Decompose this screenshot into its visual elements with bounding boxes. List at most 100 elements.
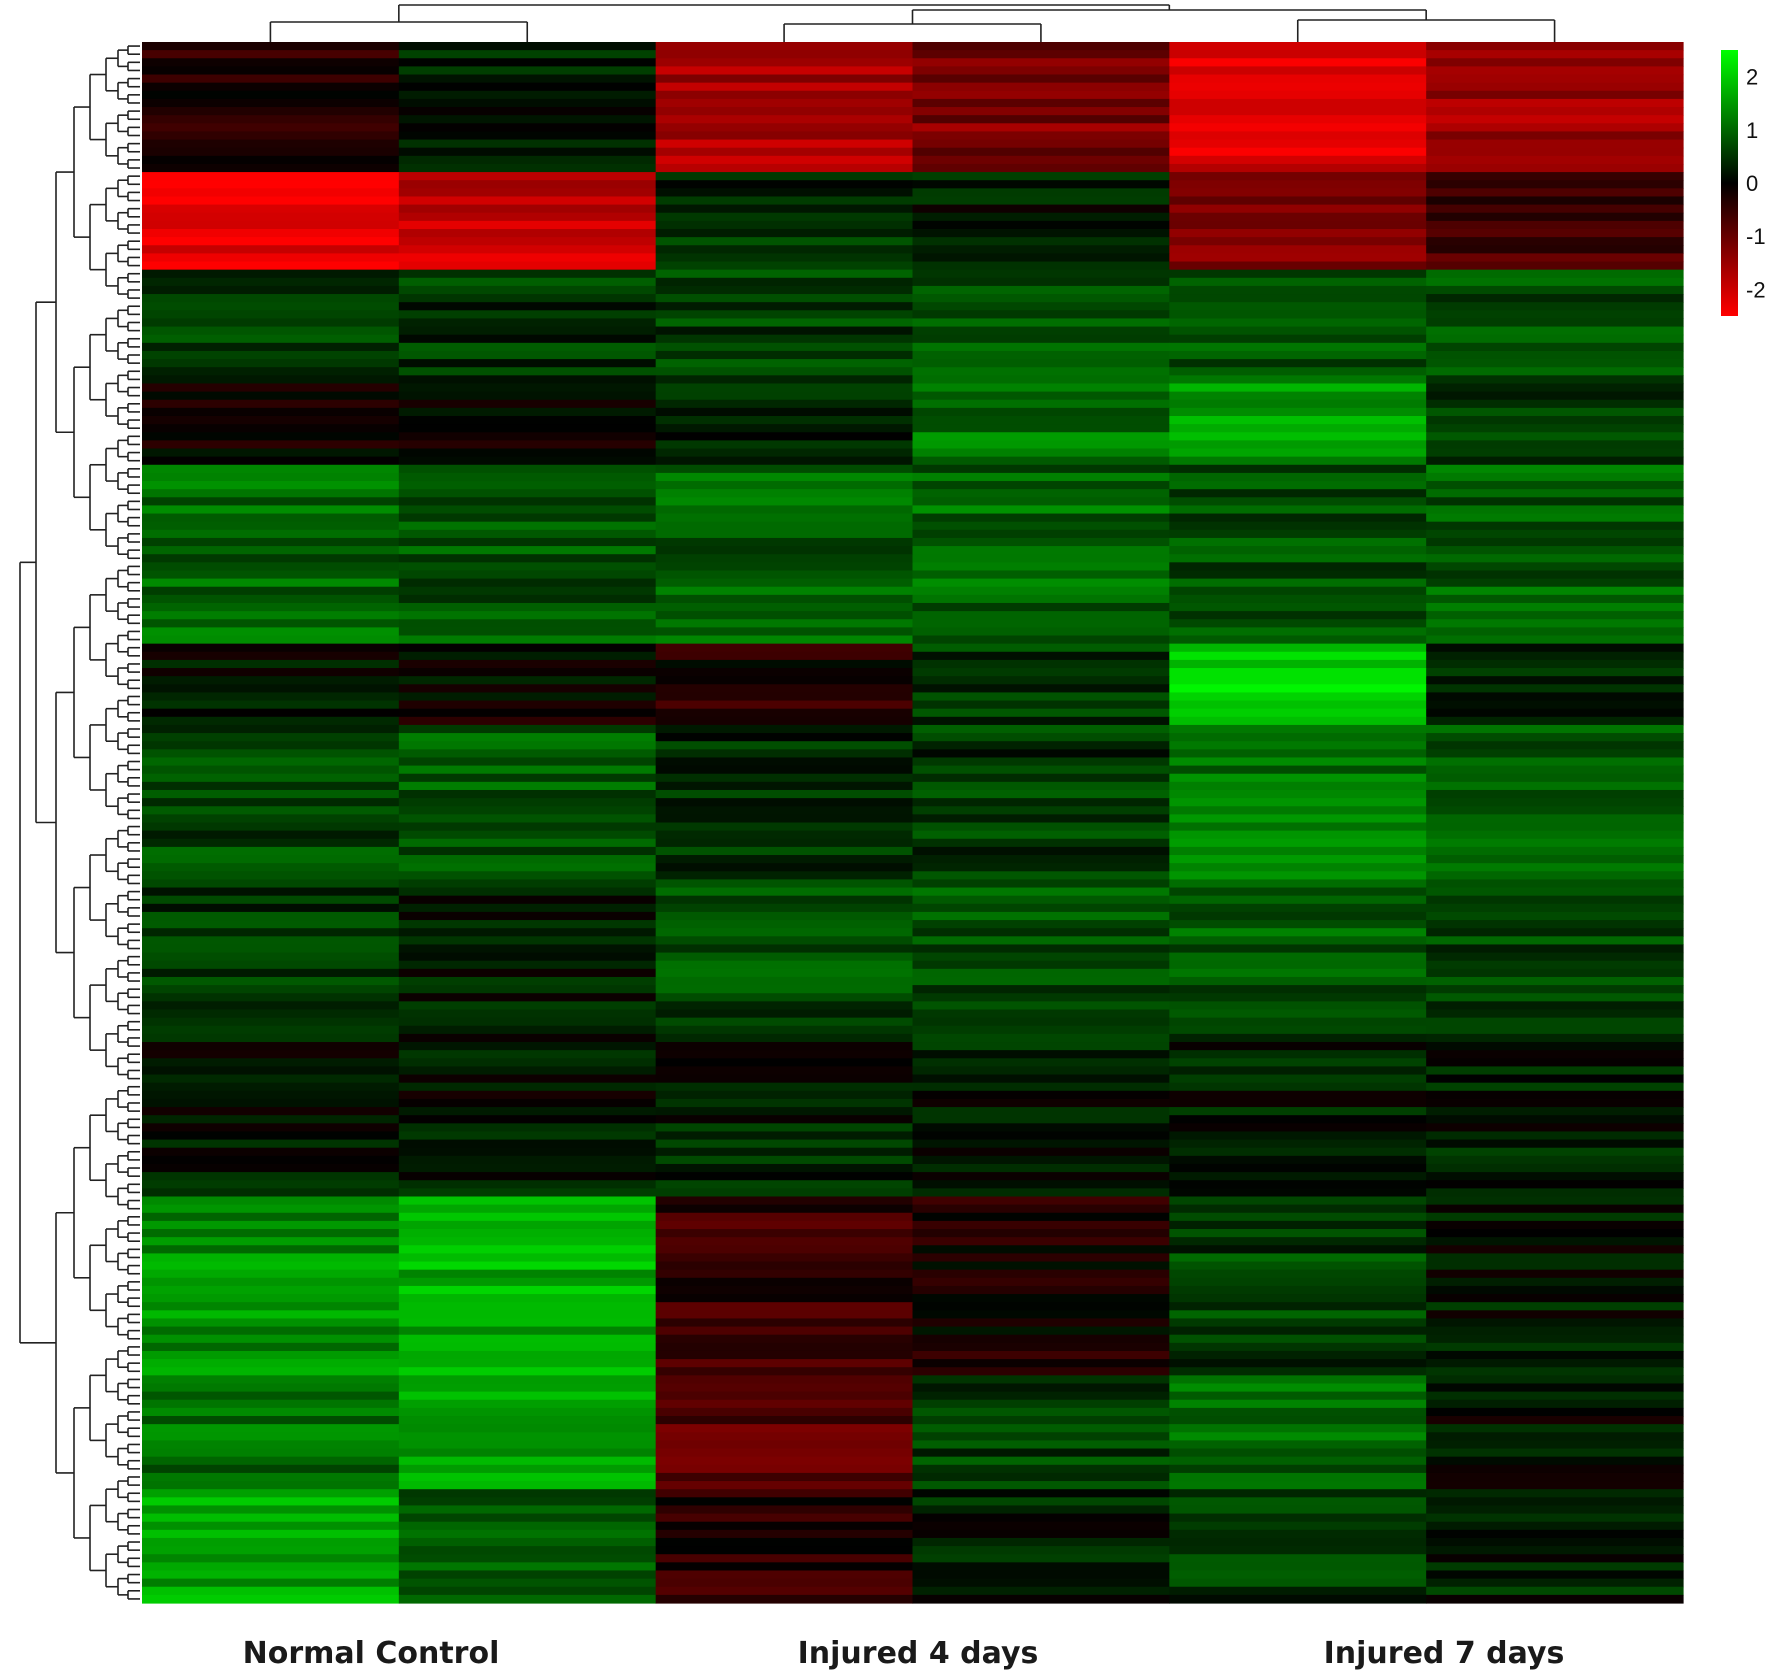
heatmap-cell (1426, 1294, 1684, 1303)
heatmap-cell (912, 627, 1170, 637)
heatmap-cell (912, 968, 1170, 978)
heatmap-cell (398, 1098, 657, 1108)
heatmap-cell (398, 676, 657, 685)
heatmap-cell (912, 887, 1170, 897)
heatmap-cell (1169, 1529, 1427, 1539)
heatmap-cell (655, 1448, 914, 1458)
heatmap-cell (398, 1359, 657, 1368)
heatmap-cell (398, 123, 657, 133)
heatmap-cell (1426, 668, 1684, 677)
heatmap-cell (142, 1513, 400, 1523)
heatmap-cell (1169, 261, 1427, 271)
heatmap-cell (398, 505, 657, 515)
heatmap-cell (1169, 1578, 1427, 1588)
heatmap-cell (1426, 1172, 1684, 1181)
heatmap-cell (142, 1391, 400, 1401)
heatmap-cell (1426, 1432, 1684, 1441)
heatmap-cell (398, 253, 657, 263)
heatmap-cell (1426, 757, 1684, 767)
heatmap-cell (655, 749, 914, 759)
heatmap-cell (398, 562, 657, 572)
heatmap-cell (1169, 1562, 1427, 1572)
heatmap-cell (912, 1489, 1170, 1498)
heatmap-cell (142, 440, 400, 450)
heatmap-cell (655, 1269, 914, 1279)
heatmap-cell (912, 920, 1170, 929)
heatmap-cell (1426, 1448, 1684, 1458)
heatmap-cell (1426, 391, 1684, 401)
heatmap-cell (142, 253, 400, 263)
heatmap-cell (398, 985, 657, 994)
heatmap-cell (1169, 1285, 1427, 1295)
heatmap-cell (1426, 1025, 1684, 1035)
heatmap-cell (398, 375, 657, 385)
heatmap-cell (912, 1399, 1170, 1409)
heatmap-cell (912, 58, 1170, 67)
heatmap-cell (655, 684, 914, 694)
heatmap-cell (142, 1017, 400, 1027)
heatmap-cell (142, 789, 400, 799)
heatmap-cell (655, 1424, 914, 1433)
heatmap-cell (142, 1440, 400, 1450)
heatmap-cell (1426, 855, 1684, 864)
heatmap-cell (655, 1261, 914, 1271)
heatmap-cell (1169, 1204, 1427, 1214)
heatmap-cell (912, 903, 1170, 913)
heatmap-cell (398, 765, 657, 775)
heatmap-cell (398, 42, 657, 51)
heatmap-cell (1169, 887, 1427, 897)
heatmap-cell (912, 1090, 1170, 1100)
heatmap-cell (655, 1570, 914, 1580)
heatmap-cell (398, 960, 657, 970)
heatmap-cell (912, 985, 1170, 994)
heatmap-cell (912, 245, 1170, 254)
heatmap-cell (398, 1562, 657, 1572)
heatmap-cell (398, 513, 657, 523)
heatmap-cell (1169, 692, 1427, 702)
heatmap-cell (398, 1310, 657, 1320)
heatmap-cell (655, 1155, 914, 1165)
heatmap-cell (142, 155, 400, 165)
heatmap-cell (1169, 342, 1427, 352)
heatmap-cell (1426, 1033, 1684, 1043)
heatmap-cell (655, 985, 914, 994)
heatmap-cell (1426, 1472, 1684, 1482)
heatmap-cell (1426, 1050, 1684, 1059)
heatmap-cell (1426, 1440, 1684, 1450)
heatmap-cell (1169, 1107, 1427, 1116)
heatmap-cell (655, 1529, 914, 1539)
heatmap-cell (655, 863, 914, 872)
heatmap-cell (655, 1464, 914, 1474)
heatmap-cell (142, 692, 400, 702)
heatmap-cell (398, 822, 657, 832)
heatmap-cell (1169, 204, 1427, 214)
heatmap-cell (655, 1074, 914, 1084)
heatmap-cell (655, 1399, 914, 1409)
heatmap-cell (912, 334, 1170, 344)
heatmap-cell (912, 464, 1170, 474)
heatmap-cell (655, 1367, 914, 1376)
heatmap-cell (655, 1586, 914, 1596)
column-dendrogram (269, 4, 1556, 42)
heatmap-cell (912, 1147, 1170, 1157)
heatmap-cell (1426, 424, 1684, 433)
heatmap-cell (142, 1375, 400, 1385)
heatmap-cell (142, 627, 400, 637)
heatmap-cell (655, 155, 914, 165)
heatmap-cell (142, 391, 400, 401)
heatmap-cell (1169, 1383, 1427, 1393)
heatmap-cell (912, 1554, 1170, 1563)
heatmap-cell (1169, 521, 1427, 531)
heatmap-cell (398, 1529, 657, 1539)
heatmap-cell (1169, 1147, 1427, 1157)
heatmap-cell (1169, 733, 1427, 742)
heatmap-cell (142, 1204, 400, 1214)
heatmap-cell (142, 42, 400, 51)
heatmap-cell (1169, 1001, 1427, 1011)
heatmap-cell (1426, 1139, 1684, 1149)
heatmap-cell (142, 74, 400, 84)
heatmap-cell (398, 944, 657, 954)
heatmap-cell (912, 310, 1170, 320)
heatmap-cell (142, 521, 400, 531)
heatmap-cell (1426, 529, 1684, 539)
